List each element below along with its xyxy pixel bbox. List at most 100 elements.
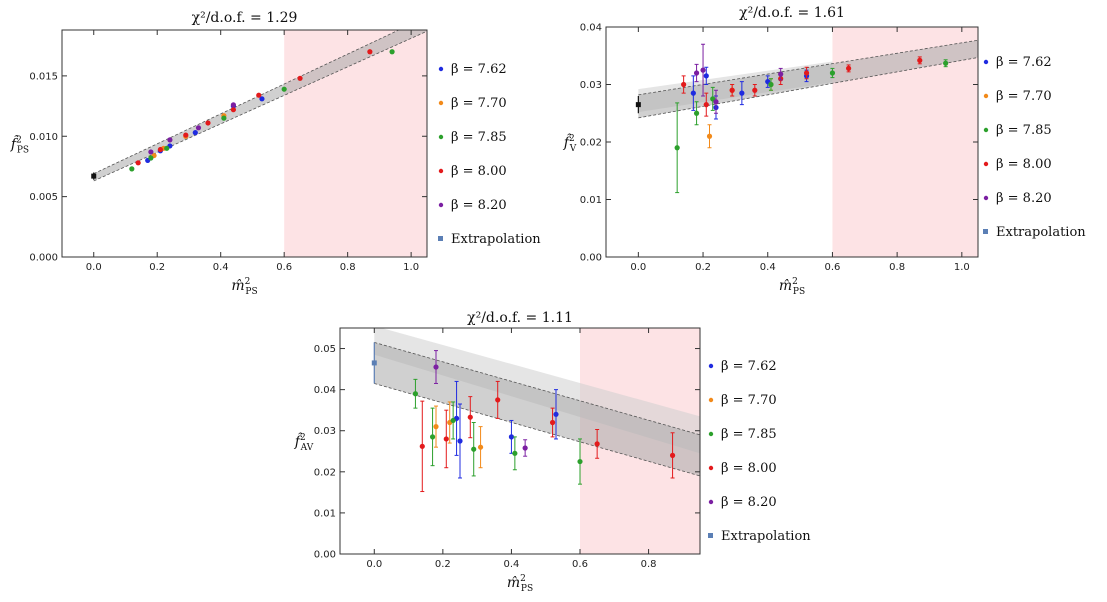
data-point	[752, 87, 758, 93]
y-tick-label: 0.00	[580, 253, 602, 264]
data-point	[713, 99, 719, 105]
chart-title: χ²/d.o.f. = 1.29	[192, 10, 298, 26]
plot-area	[371, 328, 700, 554]
fit-band-upper-edge	[374, 341, 700, 436]
legend-entry: β = 7.70	[721, 393, 777, 408]
x-axis-label: m̂2 PS	[231, 277, 257, 297]
data-point	[917, 57, 923, 63]
data-point	[281, 86, 287, 92]
fit-band-lower-edge	[638, 57, 978, 119]
legend-marker	[438, 202, 444, 208]
y-tick-label: 0.01	[580, 195, 602, 206]
data-point	[297, 75, 303, 81]
data-point	[577, 458, 583, 465]
fit-band	[374, 342, 700, 476]
legend-entry: β = 7.62	[451, 62, 507, 77]
legend-entry: β = 7.85	[996, 123, 1052, 138]
legend-entry: β = 7.85	[721, 427, 777, 442]
legend: β = 7.62 β = 7.70 β = 7.85 β = 8.00 β = 8.20…	[983, 55, 1086, 240]
legend: β = 7.62 β = 7.70 β = 7.85 β = 8.00 β = 8.20…	[708, 359, 811, 544]
x-tick-label: 0.6	[276, 262, 292, 273]
panel-2: 0.0 0.2 0.4 0.6 0.8 1.0 0.00 0.01 0.02 0.03 0.04 χ²…	[563, 5, 1086, 297]
legend-entry: Extrapolation	[996, 225, 1086, 240]
excluded-region	[284, 30, 427, 257]
series-1	[453, 380, 559, 479]
x-tick-label: 1.0	[954, 262, 970, 273]
data-point	[457, 438, 463, 444]
data-point	[412, 391, 419, 397]
legend-marker	[438, 168, 444, 174]
data-point	[205, 120, 211, 126]
panel-1: 0.0 0.2 0.4 0.6 0.8 1.0 0.000 0.005 0.010 0.015 χ²…	[10, 10, 541, 297]
series-4	[135, 49, 373, 166]
data-point	[157, 146, 163, 153]
data-point	[700, 67, 706, 73]
legend-entry: β = 7.62	[996, 55, 1052, 70]
data-point	[846, 65, 852, 71]
data-point	[522, 445, 528, 451]
legend-entry: β = 8.00	[451, 164, 507, 179]
legend-marker	[983, 195, 989, 201]
data-point	[256, 92, 262, 98]
data-point	[195, 125, 202, 131]
data-point	[230, 107, 236, 113]
data-point	[135, 160, 141, 166]
legend-marker	[438, 100, 444, 106]
data-point	[419, 443, 425, 449]
y-tick-label: 0.05	[314, 344, 336, 355]
data-point	[703, 102, 709, 108]
x-tick-label: 0.6	[572, 559, 588, 570]
x-tick-label: 0.0	[86, 262, 102, 273]
series-3	[674, 59, 949, 194]
series-4	[681, 56, 923, 117]
data-point	[693, 70, 700, 76]
data-point	[167, 137, 173, 143]
series-3	[412, 378, 583, 485]
plot-area	[91, 30, 427, 257]
data-point	[703, 73, 709, 79]
legend-entry: β = 7.85	[451, 130, 507, 145]
data-point	[467, 414, 473, 420]
legend-marker	[438, 66, 444, 72]
data-point	[429, 434, 436, 440]
data-point	[829, 70, 836, 76]
y-tick-label: 0.010	[29, 132, 58, 143]
legend-entry: β = 8.00	[996, 157, 1052, 172]
data-point	[477, 444, 484, 450]
x-tick-label: 0.0	[630, 262, 646, 273]
y-tick-label: 0.005	[29, 192, 58, 203]
legend-marker	[983, 127, 989, 133]
extrapolation-point	[91, 173, 97, 179]
legend: β = 7.62 β = 7.70 β = 7.85 β = 8.00 β = 8.20…	[438, 62, 541, 247]
data-point	[148, 149, 154, 155]
data-point	[148, 155, 154, 161]
data-point	[471, 446, 477, 452]
data-point	[230, 102, 236, 108]
series-5	[433, 350, 528, 457]
y-tick-label: 0.00	[314, 550, 336, 561]
legend-marker-extrapolation	[438, 236, 443, 241]
legend-marker	[708, 431, 714, 437]
legend-marker	[708, 397, 714, 403]
x-tick-label: 0.2	[435, 559, 451, 570]
legend-entry: β = 8.20	[721, 495, 777, 510]
data-point	[183, 132, 189, 138]
legend-entry: Extrapolation	[721, 529, 811, 544]
data-point	[549, 419, 556, 426]
x-axis-label: m̂2 PS	[779, 277, 805, 297]
data-point	[433, 364, 439, 370]
plot-frame	[61, 29, 428, 258]
legend-entry: β = 7.70	[451, 96, 507, 111]
data-point	[221, 115, 227, 121]
data-point	[450, 417, 456, 424]
legend-entry: β = 8.20	[996, 191, 1052, 206]
y-tick-label: 0.03	[580, 80, 602, 91]
data-point	[706, 133, 713, 139]
data-point	[778, 71, 784, 77]
data-point	[943, 60, 949, 66]
legend-marker	[708, 499, 714, 505]
data-point	[433, 424, 439, 430]
x-tick-label: 0.6	[824, 262, 840, 273]
plot-area	[635, 27, 978, 257]
data-point	[553, 411, 559, 417]
